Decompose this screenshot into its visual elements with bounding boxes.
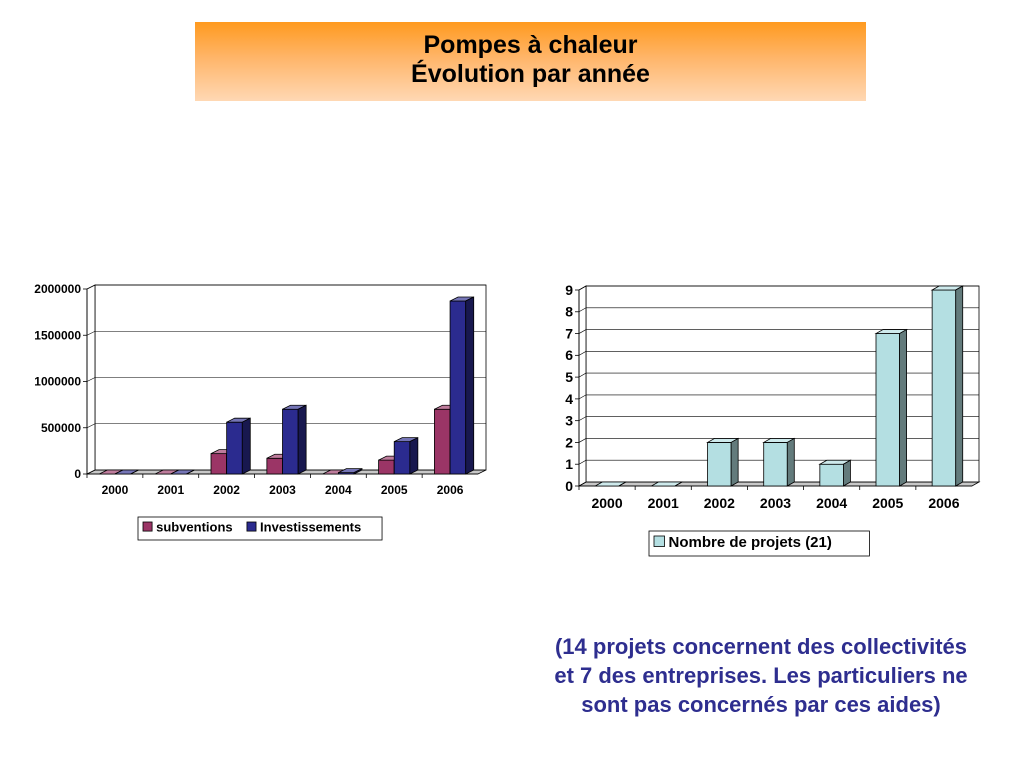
bar [226,417,251,475]
y-tick-label: 0 [565,478,573,494]
y-tick-label: 1 [565,456,573,472]
x-tick-label: 2001 [157,483,184,497]
gridline [86,377,486,382]
x-tick-label: 2004 [325,483,352,497]
legend [137,516,383,541]
gridline [578,416,979,421]
y-tick-label: 2000000 [34,282,81,296]
y-tick-label: 3 [565,413,573,429]
y-tick-label: 1000000 [34,375,81,389]
bar [449,296,475,475]
legend-label: Investissements [260,519,361,534]
gridline [578,351,979,356]
gridline [578,394,979,400]
y-tick-label: 5 [565,369,573,385]
legend-swatch [246,521,257,532]
bar [114,469,139,475]
y-tick-label: 8 [565,304,573,320]
gridline [86,423,486,429]
bar [170,469,195,475]
y-tick-label: 7 [565,325,573,341]
x-tick-label: 2001 [648,495,679,511]
x-tick-label: 2006 [437,483,464,497]
y-tick-label: 6 [565,347,573,363]
gridline [578,438,979,443]
gridline [86,330,486,336]
bar [818,459,852,487]
bar [762,437,796,487]
x-tick-label: 2005 [872,495,903,511]
gridline [578,372,979,378]
x-tick-label: 2003 [760,495,791,511]
bar [593,481,628,487]
bar [282,404,307,475]
x-tick-label: 2003 [269,483,296,497]
x-tick-label: 2002 [704,495,735,511]
x-tick-label: 2000 [591,495,622,511]
title-banner: Pompes à chaleur Évolution par année [195,22,866,101]
legend-label: subventions [156,519,233,534]
x-tick-label: 2004 [816,495,847,511]
footnote-line-1: (14 projets concernent des collectivités [554,634,968,659]
bar [874,328,909,487]
bar [393,436,419,475]
gridline [86,284,486,290]
y-tick-label: 0 [74,467,81,481]
legend-label: Nombre de projets (21) [669,534,832,551]
footnote-line-3: sont pas concernés par ces aides) [581,692,941,717]
gridline [578,285,979,291]
page-title: Pompes à chaleur [423,31,638,59]
footnote-line-2: et 7 des entreprises. Les particuliers n… [554,663,968,688]
page-subtitle: Évolution par année [411,60,650,88]
y-tick-label: 9 [565,282,573,298]
x-tick-label: 2005 [381,483,408,497]
y-tick-label: 500000 [41,421,81,435]
side-wall [578,285,587,487]
gridline [578,307,979,313]
bar [706,437,740,487]
gridline [578,329,979,334]
y-tick-label: 4 [565,391,573,407]
x-tick-label: 2000 [102,483,129,497]
y-tick-label: 2 [565,434,573,450]
legend-swatch [142,521,153,532]
x-tick-label: 2002 [213,483,240,497]
legend [648,530,870,557]
footnote: (14 projets concernent des collectivités… [505,632,1017,719]
bar [649,481,684,487]
x-tick-label: 2006 [928,495,959,511]
legend-swatch [653,535,665,547]
bar [337,467,363,475]
bar [930,285,965,487]
y-tick-label: 1500000 [34,328,81,342]
